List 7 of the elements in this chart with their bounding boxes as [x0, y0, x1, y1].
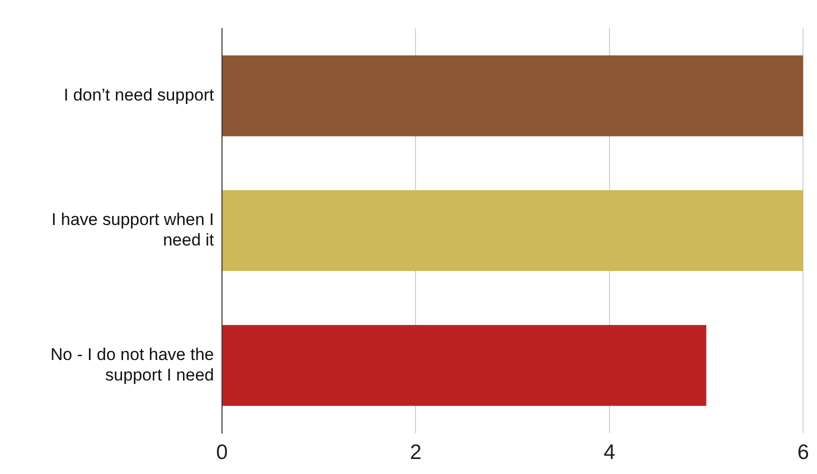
x-tick-label: 6	[797, 441, 810, 464]
y-tick-label: I have support when I need it	[51, 210, 214, 250]
y-tick-label: I don’t need support	[64, 85, 214, 104]
y-tick-label: No - I do not have the support I need	[50, 344, 214, 384]
x-tick-label: 0	[216, 441, 228, 464]
x-tick-label: 2	[410, 441, 422, 464]
x-tick-label: 4	[604, 441, 616, 464]
